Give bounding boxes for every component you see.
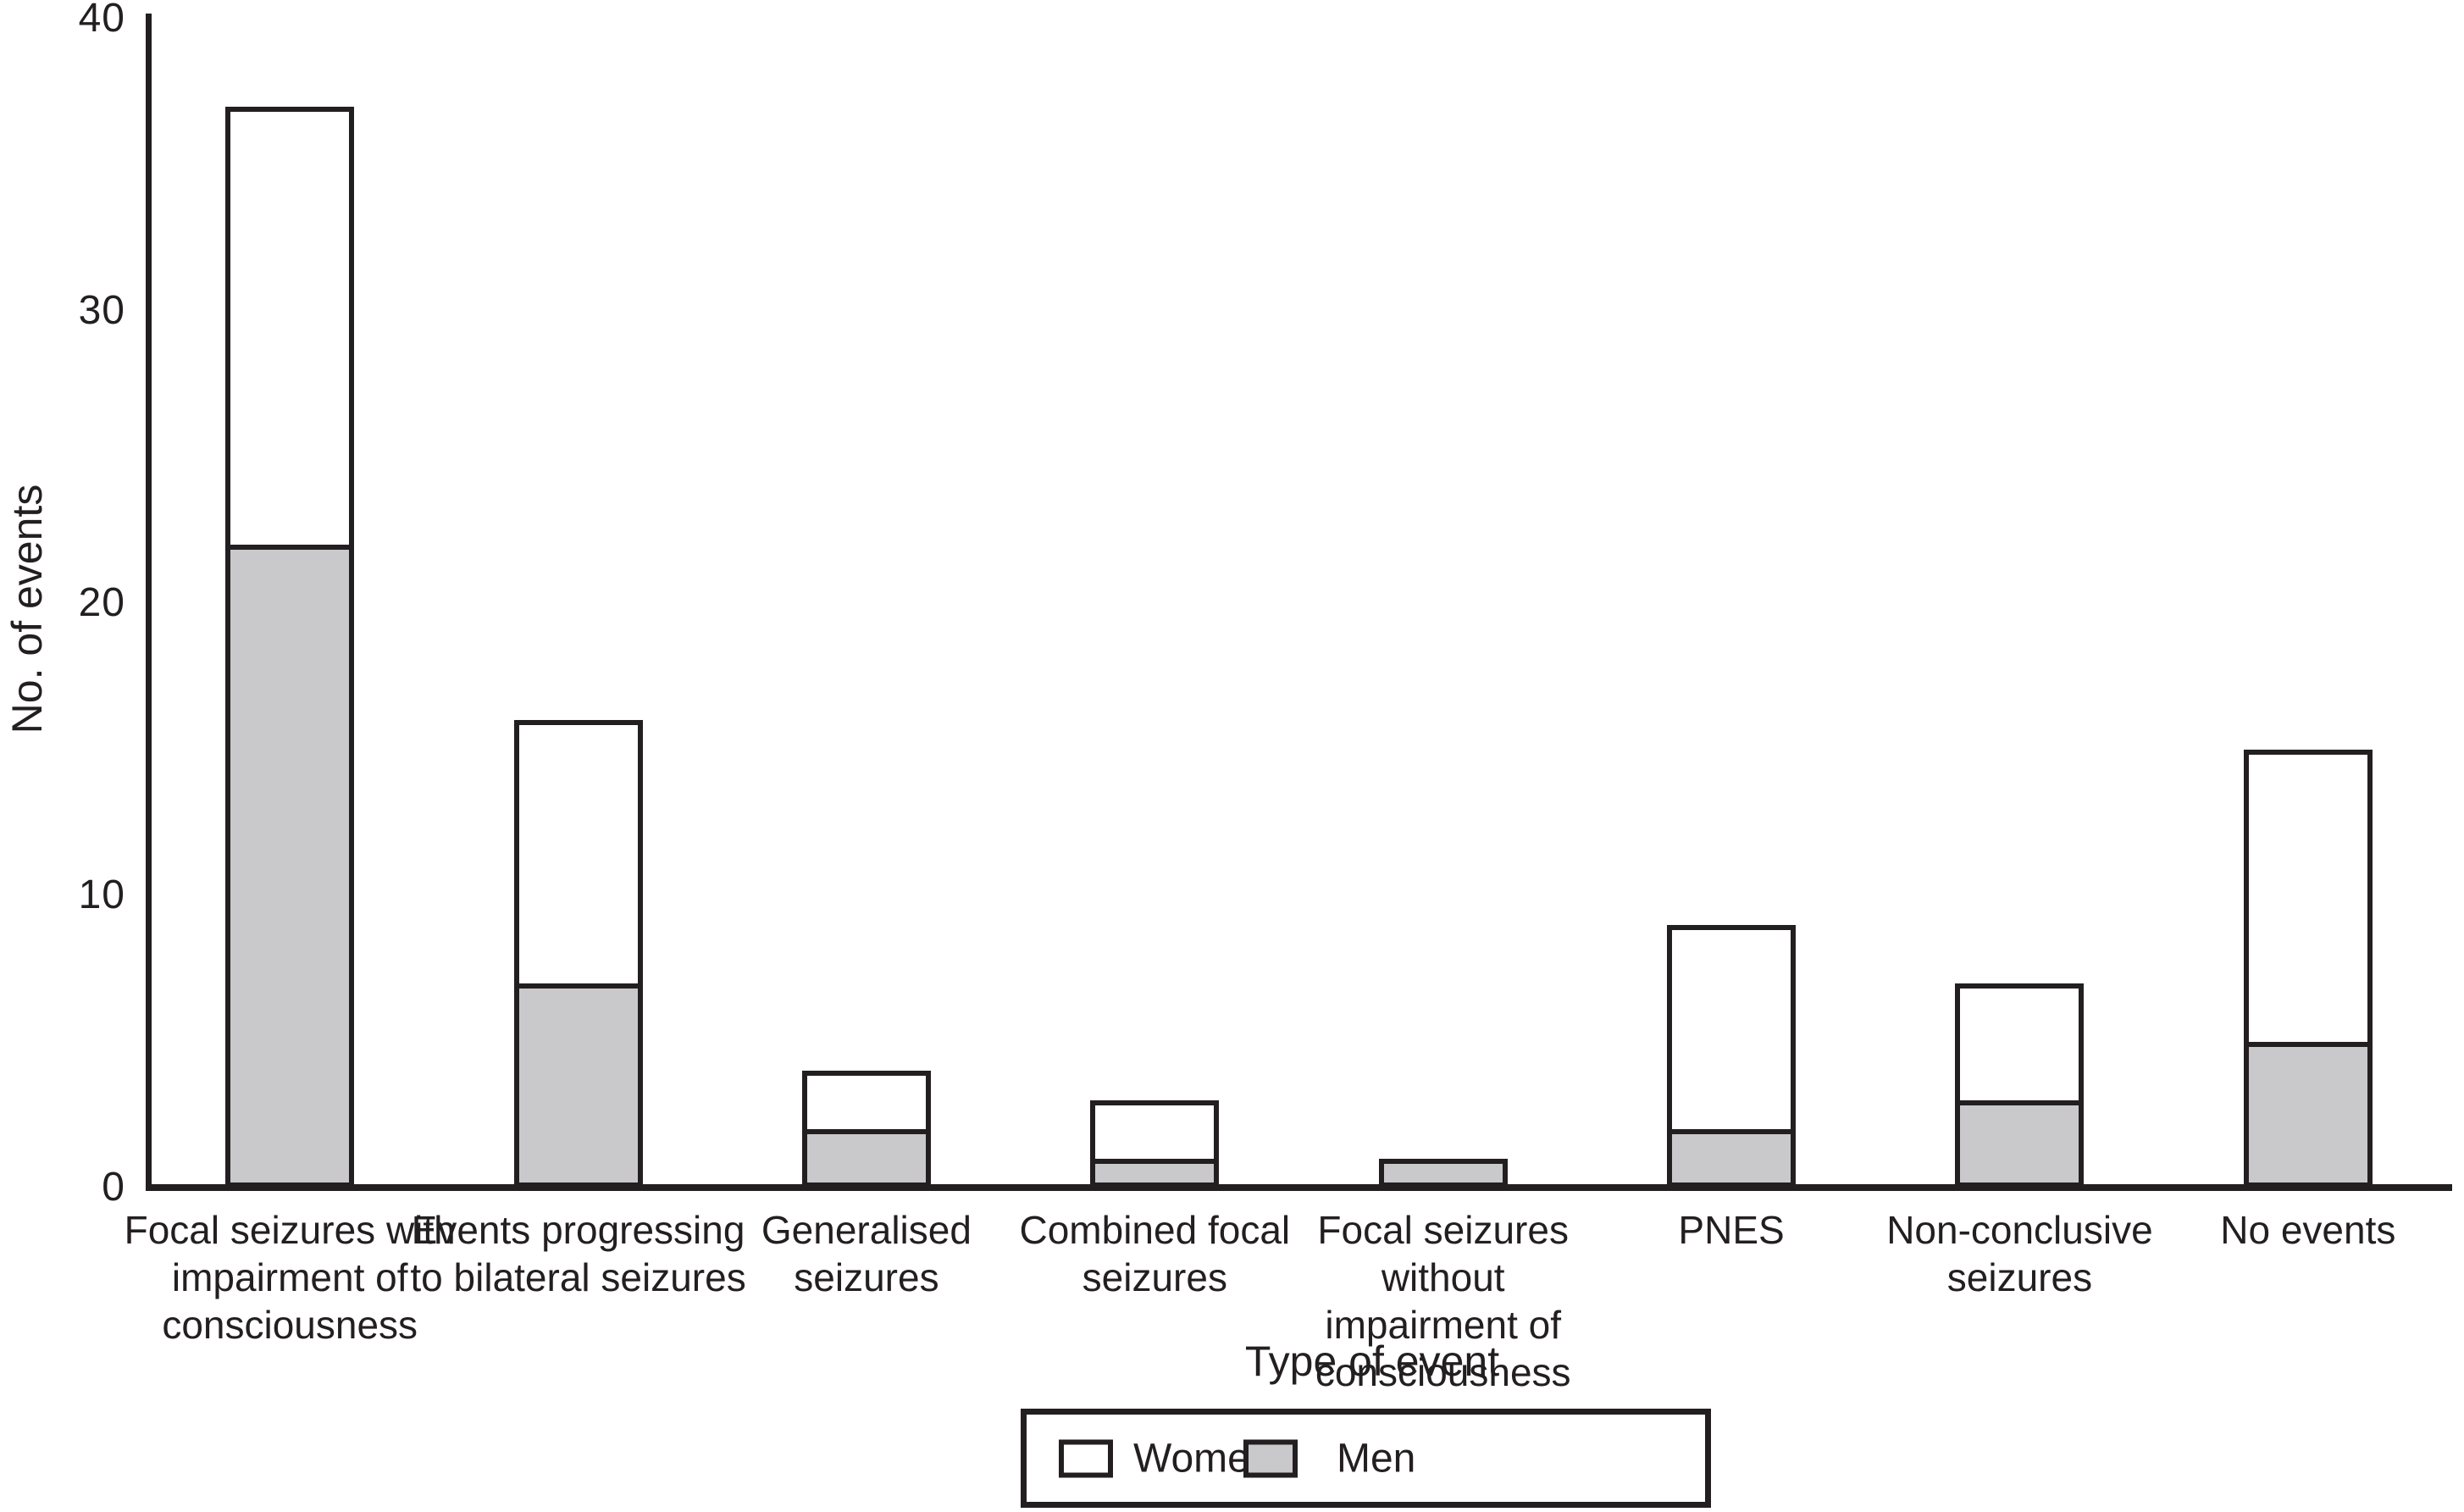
y-axis-line [146,14,152,1191]
y-tick-label-0: 0 [102,1165,125,1210]
x-axis-line [146,1184,2452,1191]
bar-8-men-segment [2248,1041,2367,1182]
bar-6-men-segment [1672,1129,1791,1182]
bar-7 [1955,983,2085,1188]
x-axis-title: Type of event [1244,1338,1500,1385]
y-tick-label-30: 30 [78,288,125,333]
bar-7-men-segment [1960,1099,2079,1182]
legend-box: Women Men [1021,1409,1711,1508]
bar-3-men-segment [806,1129,926,1182]
bar-6 [1667,924,1797,1188]
legend-men-label: Men [1337,1436,1416,1481]
bar-8 [2243,749,2373,1188]
y-tick-label-40: 40 [78,0,125,41]
category-label-5: Focal seizures without impairment of consc… [1315,1208,1571,1394]
legend-women-swatch [1059,1439,1113,1477]
category-label-2: Events progressing to bilateral seizures [410,1208,746,1299]
bar-2 [513,720,643,1188]
category-label-7: Non-conclusive seizures [1886,1208,2153,1299]
legend-men-swatch [1243,1439,1298,1477]
bar-4 [1090,1099,1220,1188]
category-label-4: Combined focal seizures [1019,1208,1291,1299]
category-label-3: Generalised seizures [761,1208,972,1299]
category-label-1: Focal seizures with impairment of consciou… [124,1208,456,1347]
bar-3 [801,1071,931,1188]
bar-5 [1378,1158,1508,1188]
category-label-8: No events [2220,1208,2396,1252]
y-tick-label-20: 20 [78,580,125,625]
bar-1 [225,106,355,1188]
bar-2-men-segment [518,983,638,1182]
category-label-6: PNES [1678,1208,1785,1252]
bar-1-men-segment [230,545,350,1182]
y-tick-label-10: 10 [78,872,125,917]
bar-4-men-segment [1095,1158,1215,1182]
